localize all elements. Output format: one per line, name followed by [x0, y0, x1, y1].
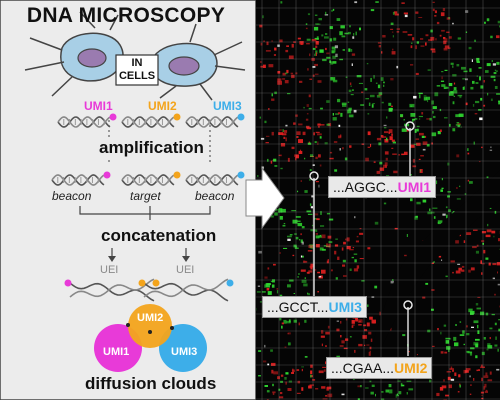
- helix-beacon-right-umi-tag: [238, 172, 245, 179]
- umi2-label: UMI2: [148, 99, 177, 113]
- cloud-label-umi1: UMI1: [103, 346, 129, 358]
- concat-umi1-umi2-tag-right: [153, 280, 160, 287]
- concat-umi2-umi3-tag-right: [227, 280, 234, 287]
- umi1-label: UMI1: [84, 99, 113, 113]
- umi3-label: UMI3: [213, 99, 242, 113]
- step-concatenation: concatenation: [98, 226, 219, 246]
- helix-umi1-umi-tag: [110, 114, 117, 121]
- concat-umi1-umi2-tag-left: [65, 280, 72, 287]
- helix-umi3-umi-tag: [238, 114, 245, 121]
- callout-umi2-seq: ...CGAA...: [331, 360, 394, 376]
- callout-umi3: ...GCCT...UMI3: [262, 296, 367, 318]
- in-cells-line1: IN: [116, 57, 158, 70]
- in-cells-label: IN CELLS: [116, 57, 158, 83]
- strand-label-beacon-right: beacon: [195, 189, 234, 203]
- cloud-dot-1: [126, 323, 130, 327]
- in-cells-line2: CELLS: [116, 70, 158, 83]
- step-amplification: amplification: [96, 138, 207, 158]
- concat-umi2-umi3-tag-left: [139, 280, 146, 287]
- callout-umi2: ...CGAA...UMI2: [326, 357, 432, 379]
- cloud-label-umi2: UMI2: [137, 312, 163, 324]
- cloud-dot-2: [148, 330, 152, 334]
- step-diffusion-clouds: diffusion clouds: [82, 374, 219, 394]
- callout-umi1-seq: ...AGGC...: [333, 179, 398, 195]
- strand-label-target: target: [130, 189, 161, 203]
- callout-umi1-tag: UMI1: [398, 179, 431, 195]
- helix-umi2-umi-tag: [174, 114, 181, 121]
- uei-label-left: UEI: [100, 264, 118, 276]
- callout-umi3-seq: ...GCCT...: [267, 299, 328, 315]
- uei-label-right: UEI: [176, 264, 194, 276]
- helix-beacon-left-umi-tag: [104, 172, 111, 179]
- callout-umi3-tag: UMI3: [328, 299, 361, 315]
- callout-umi2-tag: UMI2: [394, 360, 427, 376]
- callout-umi1: ...AGGC...UMI1: [328, 176, 436, 198]
- cloud-dot-3: [170, 326, 174, 330]
- strand-label-beacon-left: beacon: [52, 189, 91, 203]
- cloud-umi2: [128, 304, 172, 348]
- helix-target-umi-tag: [174, 172, 181, 179]
- cloud-label-umi3: UMI3: [171, 346, 197, 358]
- figure-title: DNA MICROSCOPY: [0, 4, 252, 28]
